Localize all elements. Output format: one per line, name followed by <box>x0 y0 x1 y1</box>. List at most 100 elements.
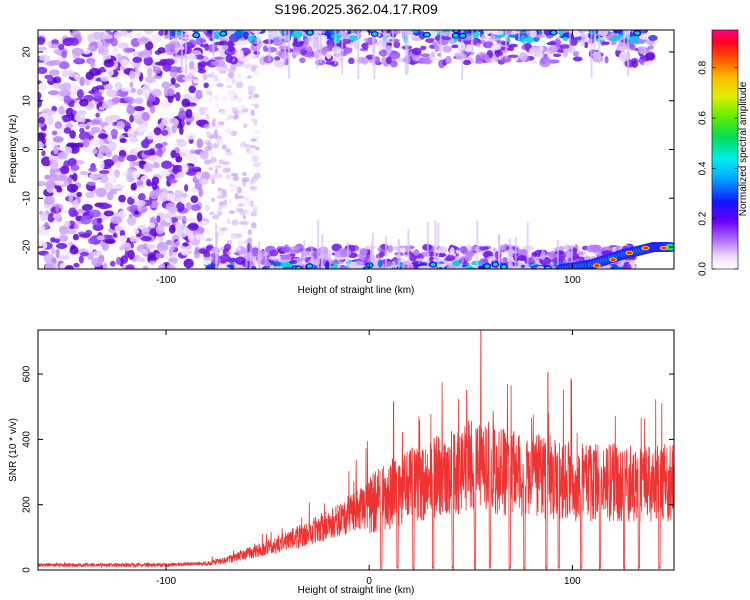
spectrogram-cell <box>134 32 143 38</box>
spectrogram-cell <box>214 168 219 174</box>
spectrogram-cell <box>203 82 209 89</box>
spectrogram-cell <box>227 89 236 96</box>
spectrogram-cell <box>60 232 65 242</box>
spectrogram-cell <box>225 151 233 156</box>
spectrogram-cell <box>205 131 211 138</box>
spectrogram-cell <box>39 54 50 62</box>
colorbar-tick-label: 0.2 <box>698 211 709 225</box>
spectrogram-cell <box>536 266 545 269</box>
spectrogram-cell <box>80 251 89 257</box>
spectrogram-cell <box>453 260 461 267</box>
colorbar-gradient <box>712 30 738 269</box>
spectrogram-cell <box>411 37 422 41</box>
spectrogram-cell <box>269 31 277 39</box>
spectrogram-cell <box>554 250 565 255</box>
spectrogram-cell <box>220 260 226 264</box>
spectrogram-cell <box>446 265 458 269</box>
spectrogram-cell <box>361 56 369 65</box>
spectrogram-cell <box>140 236 152 242</box>
spectrogram-cell <box>532 60 538 65</box>
spectrogram-cell <box>64 265 74 269</box>
spectrogram-cell <box>176 74 187 83</box>
spectrogram-cell <box>216 82 224 88</box>
spectrogram-cell <box>501 55 512 63</box>
spectrogram-cell <box>164 43 176 51</box>
spectrogram-cell <box>66 183 79 193</box>
snr-background <box>38 330 674 570</box>
spectrogram-cell <box>553 53 562 58</box>
spectrogram-cell <box>144 75 157 83</box>
spectrogram-cell <box>120 87 132 92</box>
spectrogram-cell <box>211 197 215 203</box>
spectrogram-cell <box>449 247 455 256</box>
spectrogram-cell <box>146 244 156 250</box>
spectrogram-cell <box>52 136 64 143</box>
spectrogram-cell <box>232 175 239 182</box>
spectrogram-cell <box>263 262 271 267</box>
colorbar-ticks: 0.0 0.2 0.4 0.6 0.8 <box>698 60 738 276</box>
spectrogram-cell <box>213 131 218 139</box>
spectrogram-cell <box>73 58 83 64</box>
spectrogram-cell <box>306 264 312 268</box>
spectrogram-cell <box>531 251 538 258</box>
spectrogram-cell <box>38 142 45 148</box>
spectrogram-cell <box>231 219 239 226</box>
spectrogram-cell <box>80 116 86 123</box>
spectrogram-cell <box>218 262 228 269</box>
spectrogram-cell <box>262 45 268 53</box>
spectrogram-cell <box>168 224 176 234</box>
spectrogram-cell <box>559 44 570 49</box>
spectrogram-cell <box>392 245 400 251</box>
spectrogram-cell <box>114 169 121 178</box>
spectrogram-cell <box>62 69 68 78</box>
spectrogram-cell <box>247 85 256 92</box>
spectrogram-cell <box>158 170 171 177</box>
spectrogram-cell <box>231 78 237 84</box>
spectrogram-cell <box>572 51 580 57</box>
spectrogram-cell <box>333 259 339 266</box>
spectrogram-cell <box>38 240 48 251</box>
spectrogram-cell <box>203 123 211 129</box>
spectrogram-x-tick-label: 100 <box>564 275 581 286</box>
spectrogram-cell <box>161 81 171 89</box>
spectrogram-cell <box>385 45 392 55</box>
spectrogram-cell <box>622 263 632 269</box>
spectrogram-cell <box>393 41 401 49</box>
spectrogram-cell <box>200 171 211 181</box>
spectrogram-cell <box>106 88 117 98</box>
spectrogram-cell <box>54 121 63 129</box>
spectrogram-cell <box>234 192 239 200</box>
spectrogram-cell <box>253 162 261 168</box>
spectrogram-cell <box>196 212 203 222</box>
spectrogram-cell <box>113 31 123 39</box>
spectrogram-cell <box>209 211 215 216</box>
spectrogram-cell <box>634 35 639 45</box>
spectrogram-cell <box>225 257 237 263</box>
spectrogram-cell <box>626 251 632 255</box>
spectrogram-cell <box>111 97 121 104</box>
spectrogram-cell <box>111 176 117 184</box>
spectrogram-cell <box>132 56 143 63</box>
colorbar-tick-label: 0.6 <box>698 111 709 125</box>
spectrogram-cell <box>97 46 109 56</box>
spectrogram-cell <box>91 148 98 155</box>
spectrogram-cell <box>484 264 490 268</box>
spectrogram-cell <box>563 49 569 58</box>
spectrogram-cell <box>212 118 217 122</box>
spectrogram-cell <box>72 109 77 116</box>
spectrogram-cell <box>363 37 369 42</box>
spectrogram-cell <box>155 224 165 235</box>
spectrogram-cell <box>250 201 254 206</box>
spectrogram-cell <box>78 131 91 141</box>
spectrogram-cell <box>534 34 546 39</box>
spectrogram-cell <box>161 250 167 256</box>
colorbar-tick-label: 0.0 <box>698 262 709 276</box>
spectrogram-cell <box>48 173 59 182</box>
spectrogram-cell <box>53 49 59 54</box>
spectrogram-cell <box>328 30 340 35</box>
spectrogram-cell <box>75 109 87 116</box>
spectrogram-cell <box>110 216 123 225</box>
spectrogram-cell <box>556 36 561 40</box>
spectrogram-cell <box>634 31 640 35</box>
